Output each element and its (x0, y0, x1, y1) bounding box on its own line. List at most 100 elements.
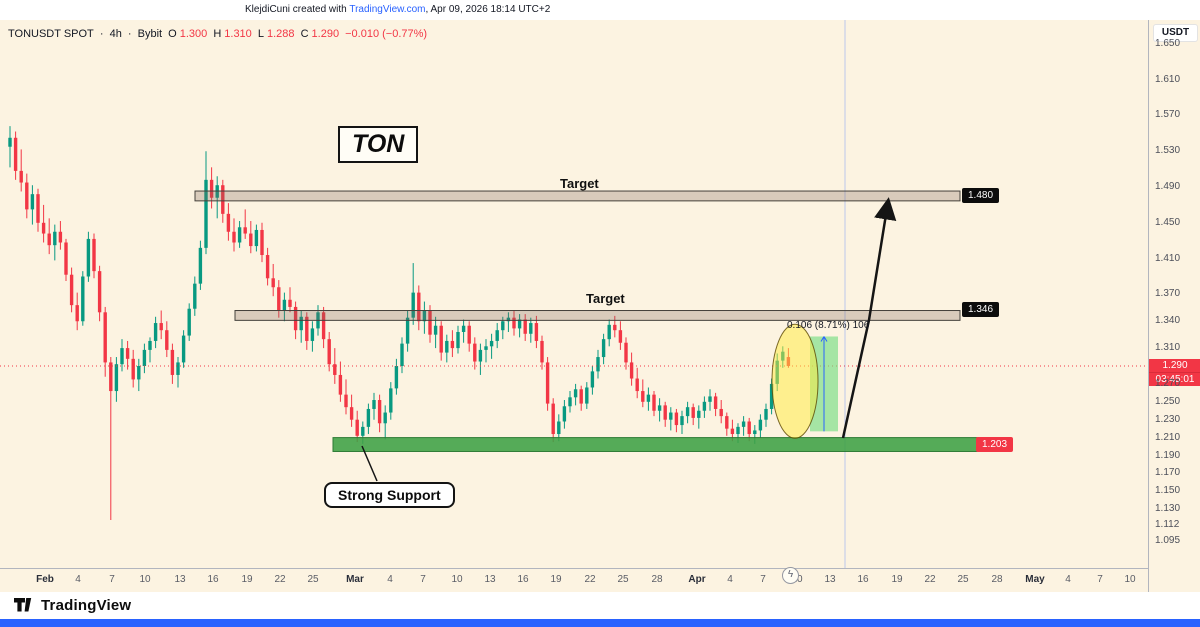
candle-body (674, 412, 679, 426)
price-axis-label: 1.150 (1155, 485, 1181, 497)
symbol-legend[interactable]: TONUSDT SPOT · 4h · Bybit O 1.300 H 1.310 … (8, 28, 430, 40)
candle-body (450, 340, 455, 349)
candle-body (501, 321, 505, 331)
time-axis-label: 4 (1065, 574, 1071, 585)
time-axis-label: 4 (727, 574, 733, 585)
candle-body (607, 324, 611, 340)
price-axis-label: 1.130 (1155, 503, 1181, 515)
symbol-name[interactable]: TONUSDT SPOT (8, 28, 94, 40)
candle-body (377, 400, 382, 424)
candle-body (383, 412, 387, 424)
candle-body (562, 406, 567, 422)
candle-body (282, 299, 287, 311)
tradingview-brand-text: TradingView (41, 597, 132, 614)
candle-body (534, 323, 539, 341)
candle-body (719, 408, 723, 417)
candle-body (517, 319, 522, 329)
low-label: L (257, 28, 264, 40)
candle-body (86, 238, 91, 277)
candle-body (422, 310, 427, 322)
time-axis-label: 22 (274, 574, 286, 585)
price-axis-label: 1.250 (1155, 395, 1181, 407)
time-axis-label: 4 (75, 574, 81, 585)
candle-body (657, 405, 662, 411)
time-axis-label: 16 (207, 574, 219, 585)
time-axis-label: 7 (1097, 574, 1103, 585)
candle-body (568, 397, 572, 407)
price-axis-label: 1.270 (1155, 377, 1181, 389)
exchange-label: Bybit (137, 28, 163, 40)
time-axis-label: 25 (307, 574, 319, 585)
currency-toggle-button[interactable]: USDT (1153, 24, 1198, 42)
price-axis-label: 1.310 (1155, 342, 1181, 354)
candle-body (613, 324, 617, 331)
target-upper-label[interactable]: Target (560, 176, 599, 191)
candle-body (478, 349, 483, 362)
attribution-text: KlejdiCuni created with TradingView.com,… (245, 0, 550, 20)
candle-body (148, 340, 152, 350)
candle-body (753, 430, 757, 435)
candle-body (254, 229, 259, 247)
candlestick-chart[interactable] (0, 20, 1148, 568)
candle-body (305, 316, 309, 341)
time-axis-label: 25 (957, 574, 969, 585)
candle-body (193, 283, 197, 309)
footer-bar: TradingView (0, 592, 1200, 619)
candle-body (92, 238, 96, 272)
candle-body (181, 335, 186, 363)
low-value: 1.288 (266, 28, 295, 40)
candle-body (58, 231, 63, 243)
candle-body (400, 343, 404, 367)
bottom-accent-strip (0, 619, 1200, 627)
time-axis-label: Apr (688, 574, 706, 585)
time-axis[interactable]: ϟ Feb 4 7 10 13 16 19 22 25 Mar 4 7 10 13 16 19 22 25 28 Ap… (0, 567, 1148, 593)
chart-pane[interactable]: TONUSDT SPOT · 4h · Bybit O 1.300 H 1.310 … (0, 20, 1200, 592)
high-label: H (213, 28, 222, 40)
time-axis-label: 28 (991, 574, 1003, 585)
candle-body (405, 317, 410, 344)
target-mid-label[interactable]: Target (586, 291, 625, 306)
candle-body (271, 278, 275, 288)
open-label: O (168, 28, 177, 40)
candle-body (506, 317, 511, 322)
projection-arrow (841, 197, 897, 439)
strong-support-callout[interactable]: Strong Support (324, 482, 455, 508)
candle-body (641, 391, 645, 402)
support-price-badge: 1.203 (976, 437, 1014, 452)
candle-body (114, 364, 119, 392)
candle-body (417, 292, 421, 322)
ton-text-annotation[interactable]: TON (338, 126, 419, 163)
price-axis-label: 1.340 (1155, 315, 1181, 327)
candle-body (221, 185, 225, 214)
candle-body (41, 222, 46, 234)
tradingview-brand[interactable]: TradingView (14, 597, 131, 614)
price-range-measure-label: 0.106 (8.71%) 106 (787, 320, 870, 331)
price-axis-label: 1.210 (1155, 431, 1181, 443)
interval-label[interactable]: 4h (109, 28, 122, 40)
candle-body (725, 416, 729, 429)
time-axis-label: 25 (617, 574, 629, 585)
candle-body (736, 426, 740, 435)
candle-body (349, 407, 354, 420)
price-axis-label: 1.370 (1155, 288, 1181, 300)
candle-body (137, 366, 141, 380)
candle-body (265, 255, 270, 279)
tradingview-link[interactable]: TradingView.com (349, 4, 426, 15)
price-axis[interactable]: USDT 1.290 03:45:01 1.650 1.610 1.570 1.530… (1148, 20, 1200, 592)
candle-body (545, 362, 550, 404)
candle-body (109, 362, 113, 392)
candle-body (585, 387, 589, 404)
economic-event-icon[interactable]: ϟ (782, 567, 799, 584)
candle-body (75, 305, 79, 322)
candle-body (758, 419, 763, 431)
candle-body (433, 325, 438, 335)
candle-body (299, 316, 303, 331)
candle-body (669, 412, 673, 420)
candle-body (411, 292, 415, 318)
candle-body (747, 421, 751, 435)
candle-body (489, 340, 494, 347)
candle-body (344, 394, 348, 408)
candle-body (372, 400, 376, 409)
high-value: 1.310 (224, 28, 252, 40)
candle-body (187, 308, 191, 336)
